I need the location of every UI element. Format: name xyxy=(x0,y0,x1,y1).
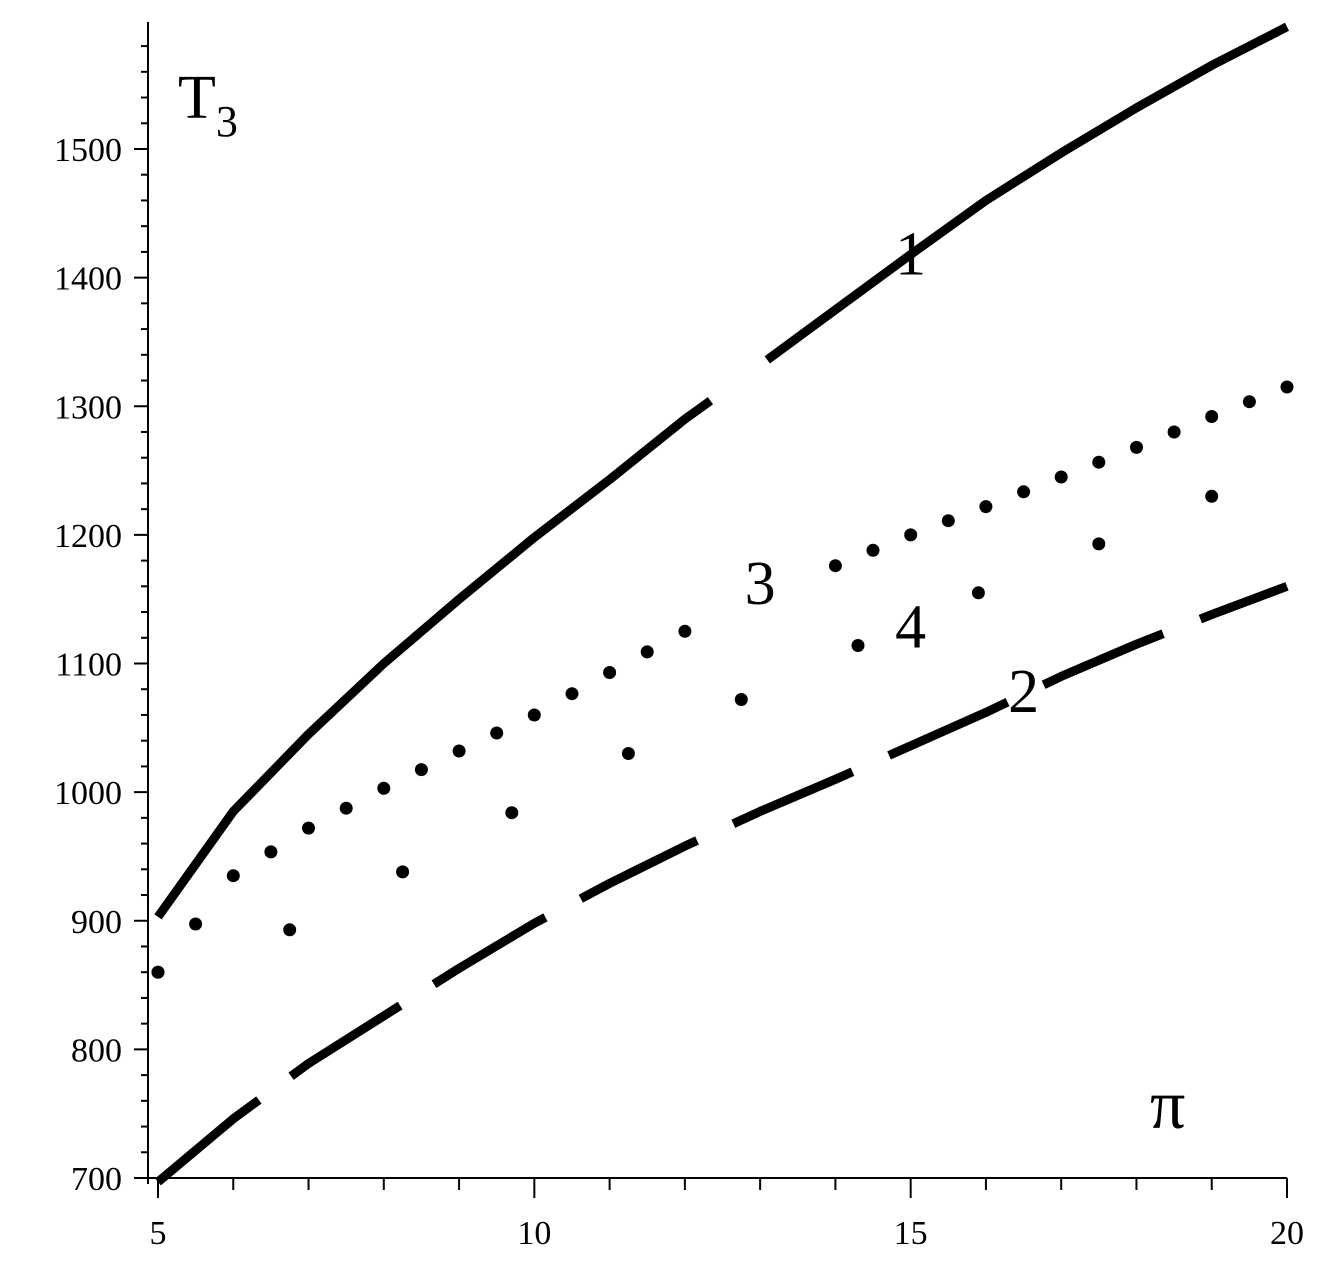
y-axis-title-subscript: 3 xyxy=(216,97,238,146)
series-3-point xyxy=(490,726,504,740)
axes: 5 10 15 20 700 800 900 1000 1100 1200 1300 1400 1500 xyxy=(54,22,1304,1252)
series-3-point xyxy=(1167,425,1181,439)
series-4-point xyxy=(151,965,165,979)
y-axis-title-main: T xyxy=(178,64,216,132)
y-tick-label: 1400 xyxy=(54,261,122,298)
series-3-point xyxy=(339,801,353,815)
series-4-point xyxy=(734,693,748,706)
series-3-point xyxy=(414,763,428,777)
series-3-point xyxy=(904,528,918,542)
series-3-point xyxy=(979,500,993,514)
series-3-point xyxy=(1280,380,1294,394)
y-tick-label: 700 xyxy=(71,1161,122,1198)
y-tick-label: 1200 xyxy=(54,518,122,555)
y-tick-label: 800 xyxy=(71,1032,122,1069)
curve-label-1: 1 xyxy=(895,220,926,288)
series-3-point xyxy=(264,845,278,859)
series-3-point xyxy=(377,781,391,795)
series-3-point xyxy=(189,917,203,931)
series-4-point xyxy=(621,747,635,760)
series-4-point xyxy=(971,586,985,600)
series-3-point xyxy=(1054,470,1068,484)
x-tick-label: 10 xyxy=(517,1215,551,1252)
curve-label-2: 2 xyxy=(1008,658,1039,726)
series-3-point xyxy=(452,744,466,758)
y-tick-label: 1500 xyxy=(54,132,122,169)
y-tick-label: 1000 xyxy=(54,775,122,812)
y-tick-label: 900 xyxy=(71,904,122,941)
labels-layer: 1 2 3 4 xyxy=(745,220,1039,725)
series-4-point xyxy=(851,639,865,652)
series-3-point xyxy=(1242,395,1256,409)
series-4-point xyxy=(505,806,519,820)
series-3-point xyxy=(1017,485,1031,499)
series-1-line xyxy=(154,22,1290,920)
series-3-point xyxy=(828,559,842,573)
series-3-point xyxy=(302,821,315,835)
series-3-point xyxy=(1205,410,1219,423)
y-axis-title: T3 xyxy=(178,64,238,146)
x-axis-title: π xyxy=(1150,1067,1185,1144)
y-tick-label: 1300 xyxy=(54,389,122,426)
series-4-point xyxy=(396,865,410,879)
series-3-point xyxy=(678,624,692,638)
series-layer xyxy=(151,22,1294,1186)
series-3-point xyxy=(941,514,955,528)
series-4-point xyxy=(1205,489,1219,503)
series-3-point xyxy=(866,543,880,557)
series-4-point xyxy=(1092,537,1106,551)
x-tick-label: 15 xyxy=(894,1215,928,1252)
y-tick-label: 1100 xyxy=(55,647,122,684)
x-tick-label: 20 xyxy=(1270,1215,1304,1252)
curve-label-4: 4 xyxy=(895,593,926,661)
series-2-line xyxy=(155,582,1289,1186)
curve-label-3: 3 xyxy=(745,550,776,618)
series-3-point xyxy=(565,687,579,701)
x-tick-label: 5 xyxy=(150,1215,167,1252)
series-3-point xyxy=(1092,455,1106,469)
series-3-point xyxy=(603,666,617,679)
series-3-point xyxy=(1130,440,1143,454)
series-3-point xyxy=(226,869,240,883)
series-3-point xyxy=(527,708,541,722)
series-4-point xyxy=(283,923,297,937)
series-3-point xyxy=(640,645,654,659)
